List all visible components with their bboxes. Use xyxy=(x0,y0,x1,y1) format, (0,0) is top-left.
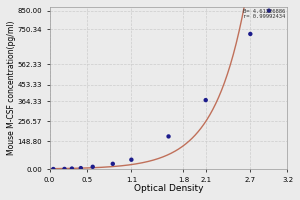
X-axis label: Optical Density: Optical Density xyxy=(134,184,203,193)
Point xyxy=(51,167,56,171)
Point xyxy=(166,135,171,138)
Point xyxy=(62,167,67,171)
Point xyxy=(266,9,271,12)
Text: B= 4.61226886
r= 0.99992434: B= 4.61226886 r= 0.99992434 xyxy=(243,9,285,19)
Point xyxy=(78,166,83,170)
Y-axis label: Mouse M-CSF concentration(pg/ml): Mouse M-CSF concentration(pg/ml) xyxy=(7,21,16,155)
Point xyxy=(203,98,208,102)
Point xyxy=(248,32,253,36)
Point xyxy=(90,165,95,168)
Point xyxy=(129,158,134,161)
Point xyxy=(110,162,115,165)
Point xyxy=(70,167,74,170)
